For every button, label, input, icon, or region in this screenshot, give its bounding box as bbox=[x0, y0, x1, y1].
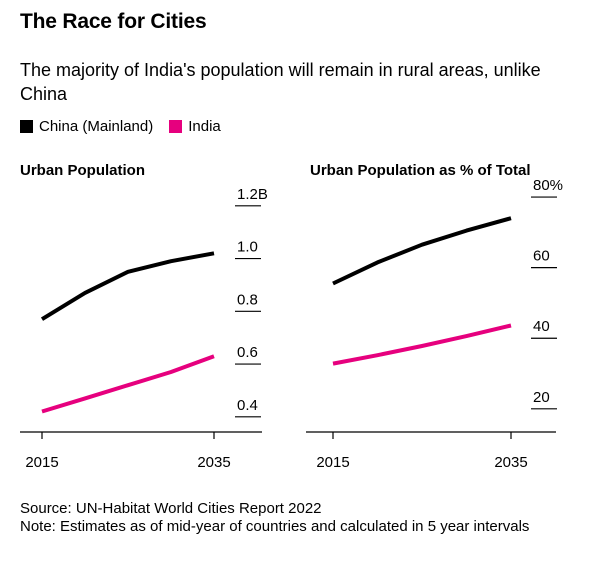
legend-item-china: China (Mainland) bbox=[20, 118, 153, 135]
urban-population-series-india-line bbox=[41, 354, 215, 414]
legend: China (Mainland) India bbox=[20, 118, 237, 135]
urban-percent-y-tick-label: 80% bbox=[533, 177, 563, 194]
urban-population-x-tick-label: 2035 bbox=[197, 454, 230, 471]
urban-percent-x-tick-label: 2035 bbox=[494, 454, 527, 471]
legend-swatch-china bbox=[20, 120, 33, 133]
urban-percent-x-tick-label: 2015 bbox=[316, 454, 349, 471]
urban-percent-series-india-line bbox=[332, 323, 512, 366]
urban-percent-y-tick-label: 20 bbox=[533, 389, 550, 406]
panel-title-urban-population: Urban Population bbox=[20, 162, 145, 179]
urban-percent-y-tick-label: 60 bbox=[533, 248, 550, 265]
urban-percent-series-china-line bbox=[332, 216, 512, 286]
legend-item-india: India bbox=[169, 118, 221, 135]
urban-percent-y-tick-label: 40 bbox=[533, 318, 550, 335]
source-note: Source: UN-Habitat World Cities Report 2… bbox=[20, 500, 322, 517]
estimates-note: Note: Estimates as of mid-year of countr… bbox=[20, 518, 530, 535]
legend-swatch-india bbox=[169, 120, 183, 133]
urban-population-y-tick-label: 0.4 bbox=[237, 397, 258, 414]
urban-population-y-tick-label: 1.0 bbox=[237, 239, 258, 256]
urban-population-x-tick-label: 2015 bbox=[25, 454, 58, 471]
chart-title: The Race for Cities bbox=[20, 10, 207, 33]
footer: Source: UN-Habitat World Cities Report 2… bbox=[20, 500, 590, 536]
legend-label-china: China (Mainland) bbox=[39, 118, 154, 135]
urban-population-y-tick-label: 1.2B bbox=[237, 186, 268, 203]
urban-population-y-tick-label: 0.6 bbox=[237, 344, 258, 361]
urban-population-y-tick-label: 0.8 bbox=[237, 291, 258, 308]
legend-label-india: India bbox=[188, 118, 221, 135]
chart-subtitle: The majority of India's population will … bbox=[20, 60, 541, 104]
urban-population-series-china-line bbox=[40, 251, 215, 321]
panel-title-urban-percent: Urban Population as % of Total bbox=[310, 162, 531, 179]
